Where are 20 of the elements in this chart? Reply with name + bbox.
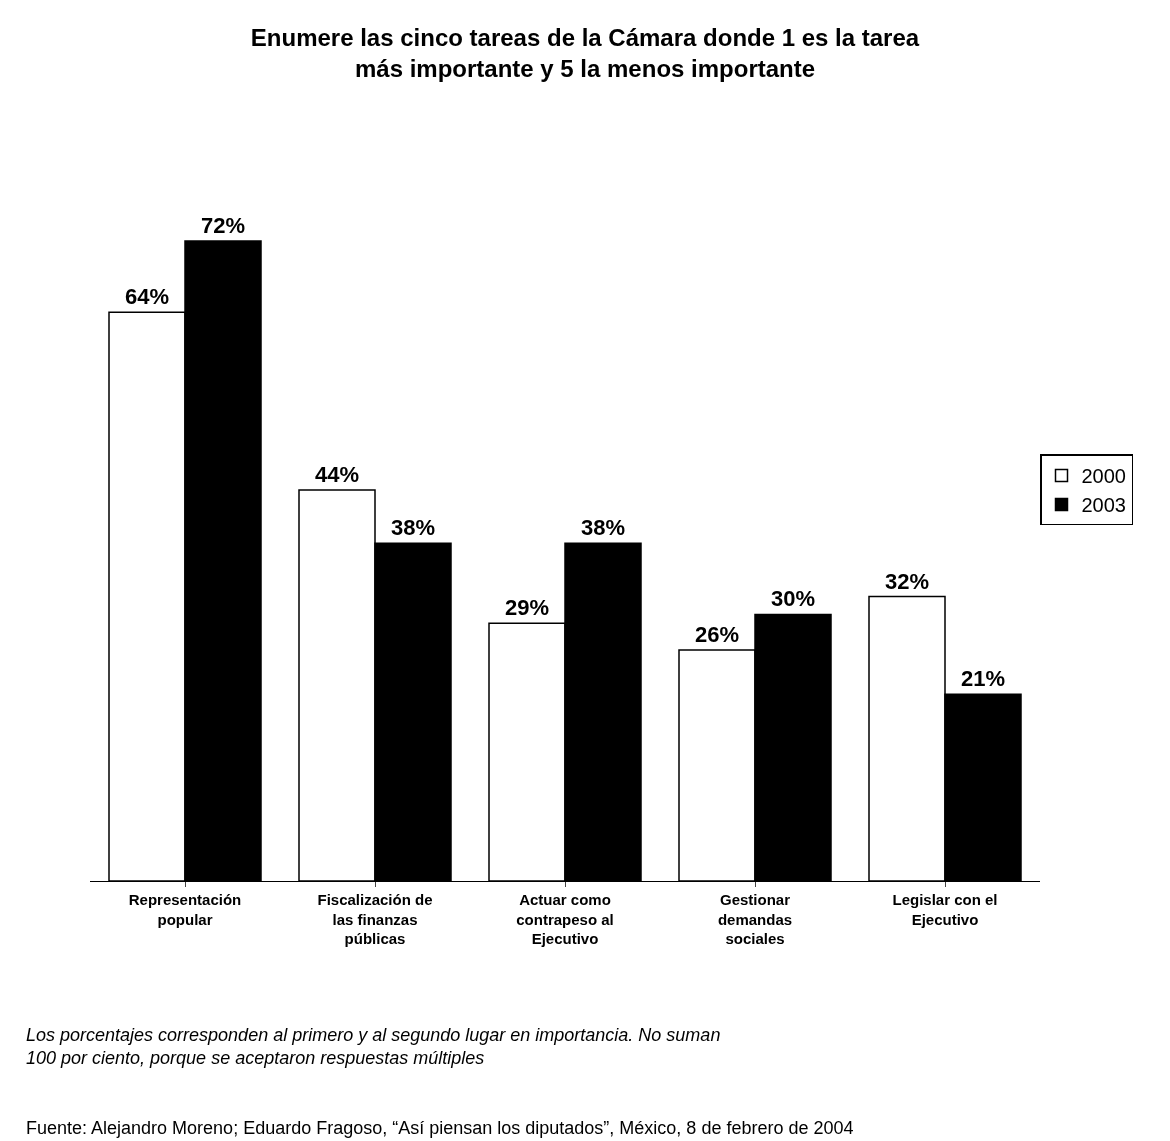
x-tick-label: Actuar como contrapeso al Ejecutivo [516, 891, 614, 947]
legend-label: 2003 [1081, 494, 1126, 517]
data-label: 38% [580, 515, 626, 541]
data-label: 21% [960, 666, 1006, 692]
data-label: 72% [200, 213, 246, 239]
text: Los porcentajes corresponden al primero y al segundo lugar en importancia. No suman 100 por ciento, porque se aceptaron respuestas múltiples [26, 1025, 721, 1069]
data-label: 32% [884, 568, 930, 594]
data-label: 29% [504, 595, 550, 621]
data-label: 44% [314, 461, 360, 487]
data-label: 38% [390, 515, 436, 541]
data-label: 30% [770, 586, 816, 612]
x-tick-label: Gestionar demandas sociales [717, 891, 793, 947]
data-label: 26% [694, 621, 740, 647]
source-note: Fuente: Alejandro Moreno; Eduardo Fragoso, “Así piensan los diputados”, México, 8 de febrero de 2004 [26, 1118, 854, 1138]
x-tick-label: Legislar con el Ejecutivo [892, 891, 998, 928]
chart-title: Enumere las cinco tareas de la Cámara donde 1 es la tarea más importante y 5 la menos importante [250, 23, 920, 82]
legend-label: 2000 [1081, 465, 1126, 488]
data-label: 64% [124, 284, 170, 310]
x-tick-label: Representación popular [128, 891, 242, 928]
x-tick-label: Fiscalización de las finanzas públicas [317, 891, 433, 947]
